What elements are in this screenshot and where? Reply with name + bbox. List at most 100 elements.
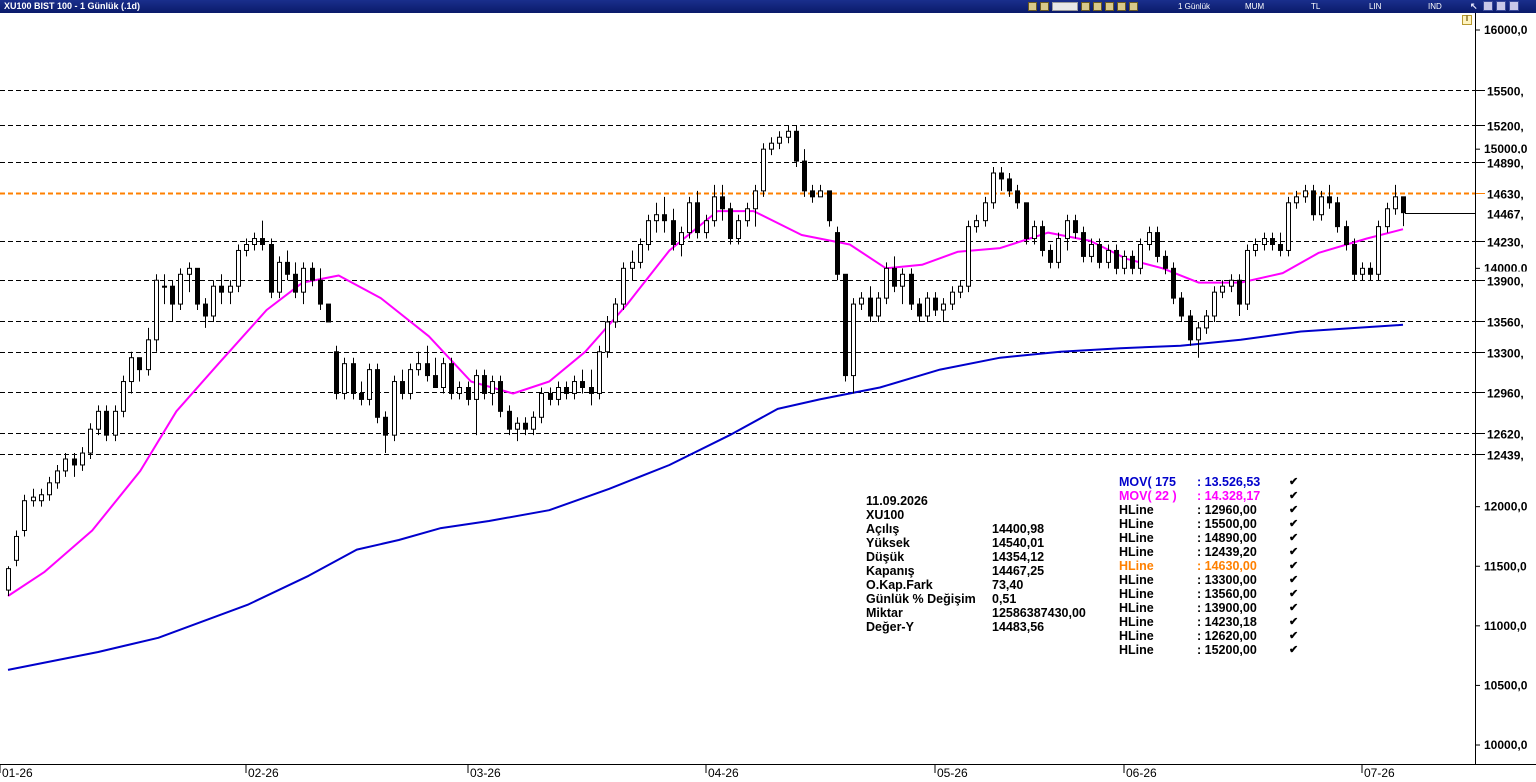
candle-body[interactable] — [827, 190, 832, 222]
candle-body[interactable] — [695, 202, 700, 234]
check-icon[interactable]: ✔ — [1289, 518, 1299, 530]
candle-body[interactable] — [433, 375, 438, 389]
candle-body[interactable] — [1385, 208, 1390, 228]
candle-body[interactable] — [301, 267, 306, 293]
candle-body[interactable] — [613, 303, 618, 323]
candle-body[interactable] — [1097, 244, 1102, 263]
candle-body[interactable] — [293, 273, 298, 293]
candle-body[interactable] — [162, 285, 167, 288]
candle-body[interactable] — [1327, 196, 1332, 204]
candle-body[interactable] — [991, 172, 996, 204]
candle-body[interactable] — [154, 279, 159, 341]
candle-body[interactable] — [178, 273, 183, 305]
candle-body[interactable] — [1344, 226, 1349, 245]
candle-body[interactable] — [1065, 220, 1070, 240]
candle-body[interactable] — [22, 500, 27, 532]
check-icon[interactable]: ✔ — [1289, 588, 1299, 600]
candle-body[interactable] — [589, 387, 594, 394]
candle-body[interactable] — [203, 303, 208, 317]
legend-row[interactable]: HLine: 14890,00 ✔ — [1119, 531, 1309, 545]
check-icon[interactable]: ✔ — [1289, 476, 1299, 488]
candle-body[interactable] — [252, 238, 257, 246]
legend-row[interactable]: HLine: 12960,00 ✔ — [1119, 503, 1309, 517]
arrow-up-icon[interactable]: ↖ — [1470, 1, 1478, 11]
candle-body[interactable] — [671, 220, 676, 246]
period-option[interactable]: 1 Günlük — [1178, 2, 1211, 11]
candle-body[interactable] — [1155, 232, 1160, 257]
candle-body[interactable] — [794, 130, 799, 162]
candle-body[interactable] — [720, 196, 725, 210]
candle-body[interactable] — [31, 496, 36, 502]
legend-row[interactable]: HLine: 15200,00 ✔ — [1119, 643, 1309, 657]
candle-body[interactable] — [244, 244, 249, 251]
candle-body[interactable] — [1319, 196, 1324, 216]
candle-body[interactable] — [1376, 226, 1381, 275]
candle-body[interactable] — [72, 458, 77, 466]
scale-option[interactable]: LIN — [1369, 2, 1382, 11]
candle-body[interactable] — [777, 136, 782, 144]
candle-body[interactable] — [941, 303, 946, 311]
candle-body[interactable] — [449, 363, 454, 394]
candle-body[interactable] — [1368, 267, 1373, 275]
candle-body[interactable] — [1270, 238, 1275, 246]
style-selector[interactable] — [1052, 2, 1078, 11]
candle-body[interactable] — [580, 381, 585, 388]
candle-body[interactable] — [1188, 315, 1193, 341]
candle-body[interactable] — [490, 381, 495, 394]
candle-body[interactable] — [515, 422, 520, 430]
candle-body[interactable] — [1171, 267, 1176, 299]
candle-body[interactable] — [925, 297, 930, 317]
print-tool-icon[interactable] — [1040, 2, 1049, 11]
candle-body[interactable] — [80, 452, 85, 466]
candle-body[interactable] — [835, 232, 840, 275]
candle-body[interactable] — [88, 428, 93, 454]
zoom-tool-icon[interactable] — [1028, 2, 1037, 11]
check-icon[interactable]: ✔ — [1289, 644, 1299, 656]
candle-body[interactable] — [687, 202, 692, 234]
chart-type-option[interactable]: MUM — [1245, 2, 1265, 11]
candle-body[interactable] — [761, 148, 766, 192]
candle-body[interactable] — [646, 220, 651, 246]
candle-body[interactable] — [129, 357, 134, 383]
candle-body[interactable] — [868, 297, 873, 317]
candle-body[interactable] — [1122, 255, 1127, 269]
candle-body[interactable] — [1056, 238, 1061, 263]
candle-body[interactable] — [1303, 190, 1308, 198]
check-icon[interactable]: ✔ — [1289, 546, 1299, 558]
candle-body[interactable] — [638, 244, 643, 263]
candle-body[interactable] — [318, 279, 323, 305]
candle-body[interactable] — [1393, 196, 1398, 210]
candle-body[interactable] — [679, 232, 684, 245]
scroll-indicator-icon[interactable]: ‖ — [1462, 15, 1472, 25]
candle-body[interactable] — [47, 482, 52, 496]
candle-body[interactable] — [1138, 244, 1143, 269]
color-tool-icon[interactable] — [1117, 2, 1126, 11]
candle-body[interactable] — [1179, 297, 1184, 317]
candle-body[interactable] — [1311, 190, 1316, 216]
check-icon[interactable]: ✔ — [1289, 616, 1299, 628]
candle-body[interactable] — [523, 422, 528, 430]
legend-row[interactable]: HLine: 13900,00 ✔ — [1119, 601, 1309, 615]
grid-tool-icon[interactable] — [1081, 2, 1090, 11]
candle-body[interactable] — [334, 351, 339, 394]
candle-body[interactable] — [876, 297, 881, 317]
candle-body[interactable] — [6, 568, 11, 591]
close-icon[interactable] — [1509, 1, 1519, 11]
candle-body[interactable] — [572, 381, 577, 394]
candle-body[interactable] — [1024, 202, 1029, 240]
candle-body[interactable] — [966, 226, 971, 287]
candle-body[interactable] — [974, 220, 979, 228]
candle-body[interactable] — [425, 363, 430, 377]
candle-body[interactable] — [958, 285, 963, 293]
candle-body[interactable] — [1294, 196, 1299, 204]
candle-body[interactable] — [539, 392, 544, 418]
candle-body[interactable] — [728, 208, 733, 240]
candle-body[interactable] — [416, 363, 421, 371]
candle-body[interactable] — [1245, 249, 1250, 305]
candle-body[interactable] — [1212, 291, 1217, 317]
candle-body[interactable] — [1114, 249, 1119, 269]
candle-body[interactable] — [621, 267, 626, 305]
candle-body[interactable] — [310, 267, 315, 281]
candle-body[interactable] — [1335, 202, 1340, 228]
candle-body[interactable] — [917, 303, 922, 317]
